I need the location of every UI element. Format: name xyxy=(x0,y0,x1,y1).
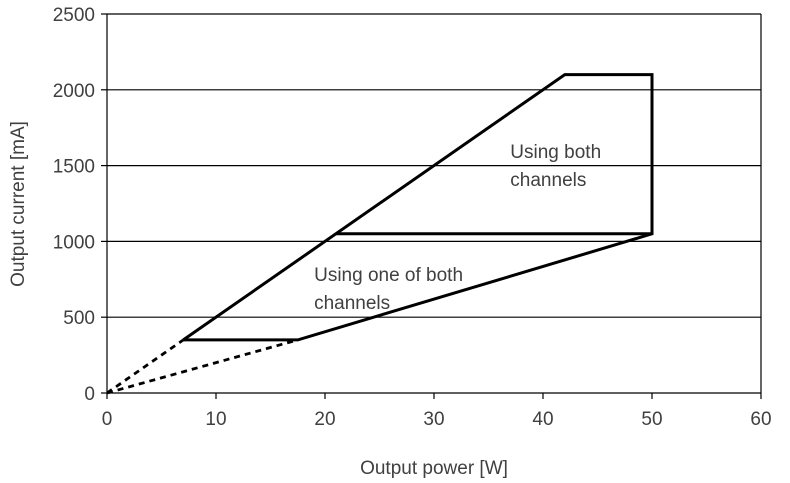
annotation-1: Using one of both channels xyxy=(314,265,463,314)
y-tick-label-4: 2000 xyxy=(53,81,95,102)
annotation-1-line-0: Using one of both xyxy=(314,265,463,286)
annotation-0-line-1: channels xyxy=(510,170,586,191)
annotation-0: Using both channels xyxy=(510,142,601,191)
y-tick-label-1: 500 xyxy=(63,308,95,329)
x-tick-label-1: 10 xyxy=(205,409,226,430)
x-tick-label-0: 0 xyxy=(102,409,113,430)
x-tick-label-6: 60 xyxy=(750,409,771,430)
annotations: Using both channels Using one of both chann… xyxy=(314,142,601,314)
x-tick-label-4: 40 xyxy=(532,409,553,430)
series-line-0 xyxy=(182,73,654,342)
annotation-1-line-1: channels xyxy=(314,293,390,314)
annotation-0-line-0: Using both xyxy=(510,142,601,163)
series-line-3 xyxy=(106,338,299,395)
x-tick-label-3: 30 xyxy=(423,409,444,430)
y-axis-label: Output current [mA] xyxy=(8,121,29,287)
tick-labels: 0 10 20 30 40 50 60 0 500 1000 1500 2000 2500 xyxy=(53,5,772,430)
x-axis-label: Output power [W] xyxy=(360,458,508,479)
x-tick-label-2: 20 xyxy=(314,409,335,430)
y-tick-label-0: 0 xyxy=(84,384,95,405)
y-tick-label-5: 2500 xyxy=(53,5,95,26)
y-tick-label-2: 1000 xyxy=(53,232,95,253)
axes xyxy=(101,13,762,399)
x-tick-label-5: 50 xyxy=(641,409,662,430)
y-tick-label-3: 1500 xyxy=(53,157,95,178)
series-group xyxy=(106,73,654,395)
series-line-2 xyxy=(106,338,185,395)
